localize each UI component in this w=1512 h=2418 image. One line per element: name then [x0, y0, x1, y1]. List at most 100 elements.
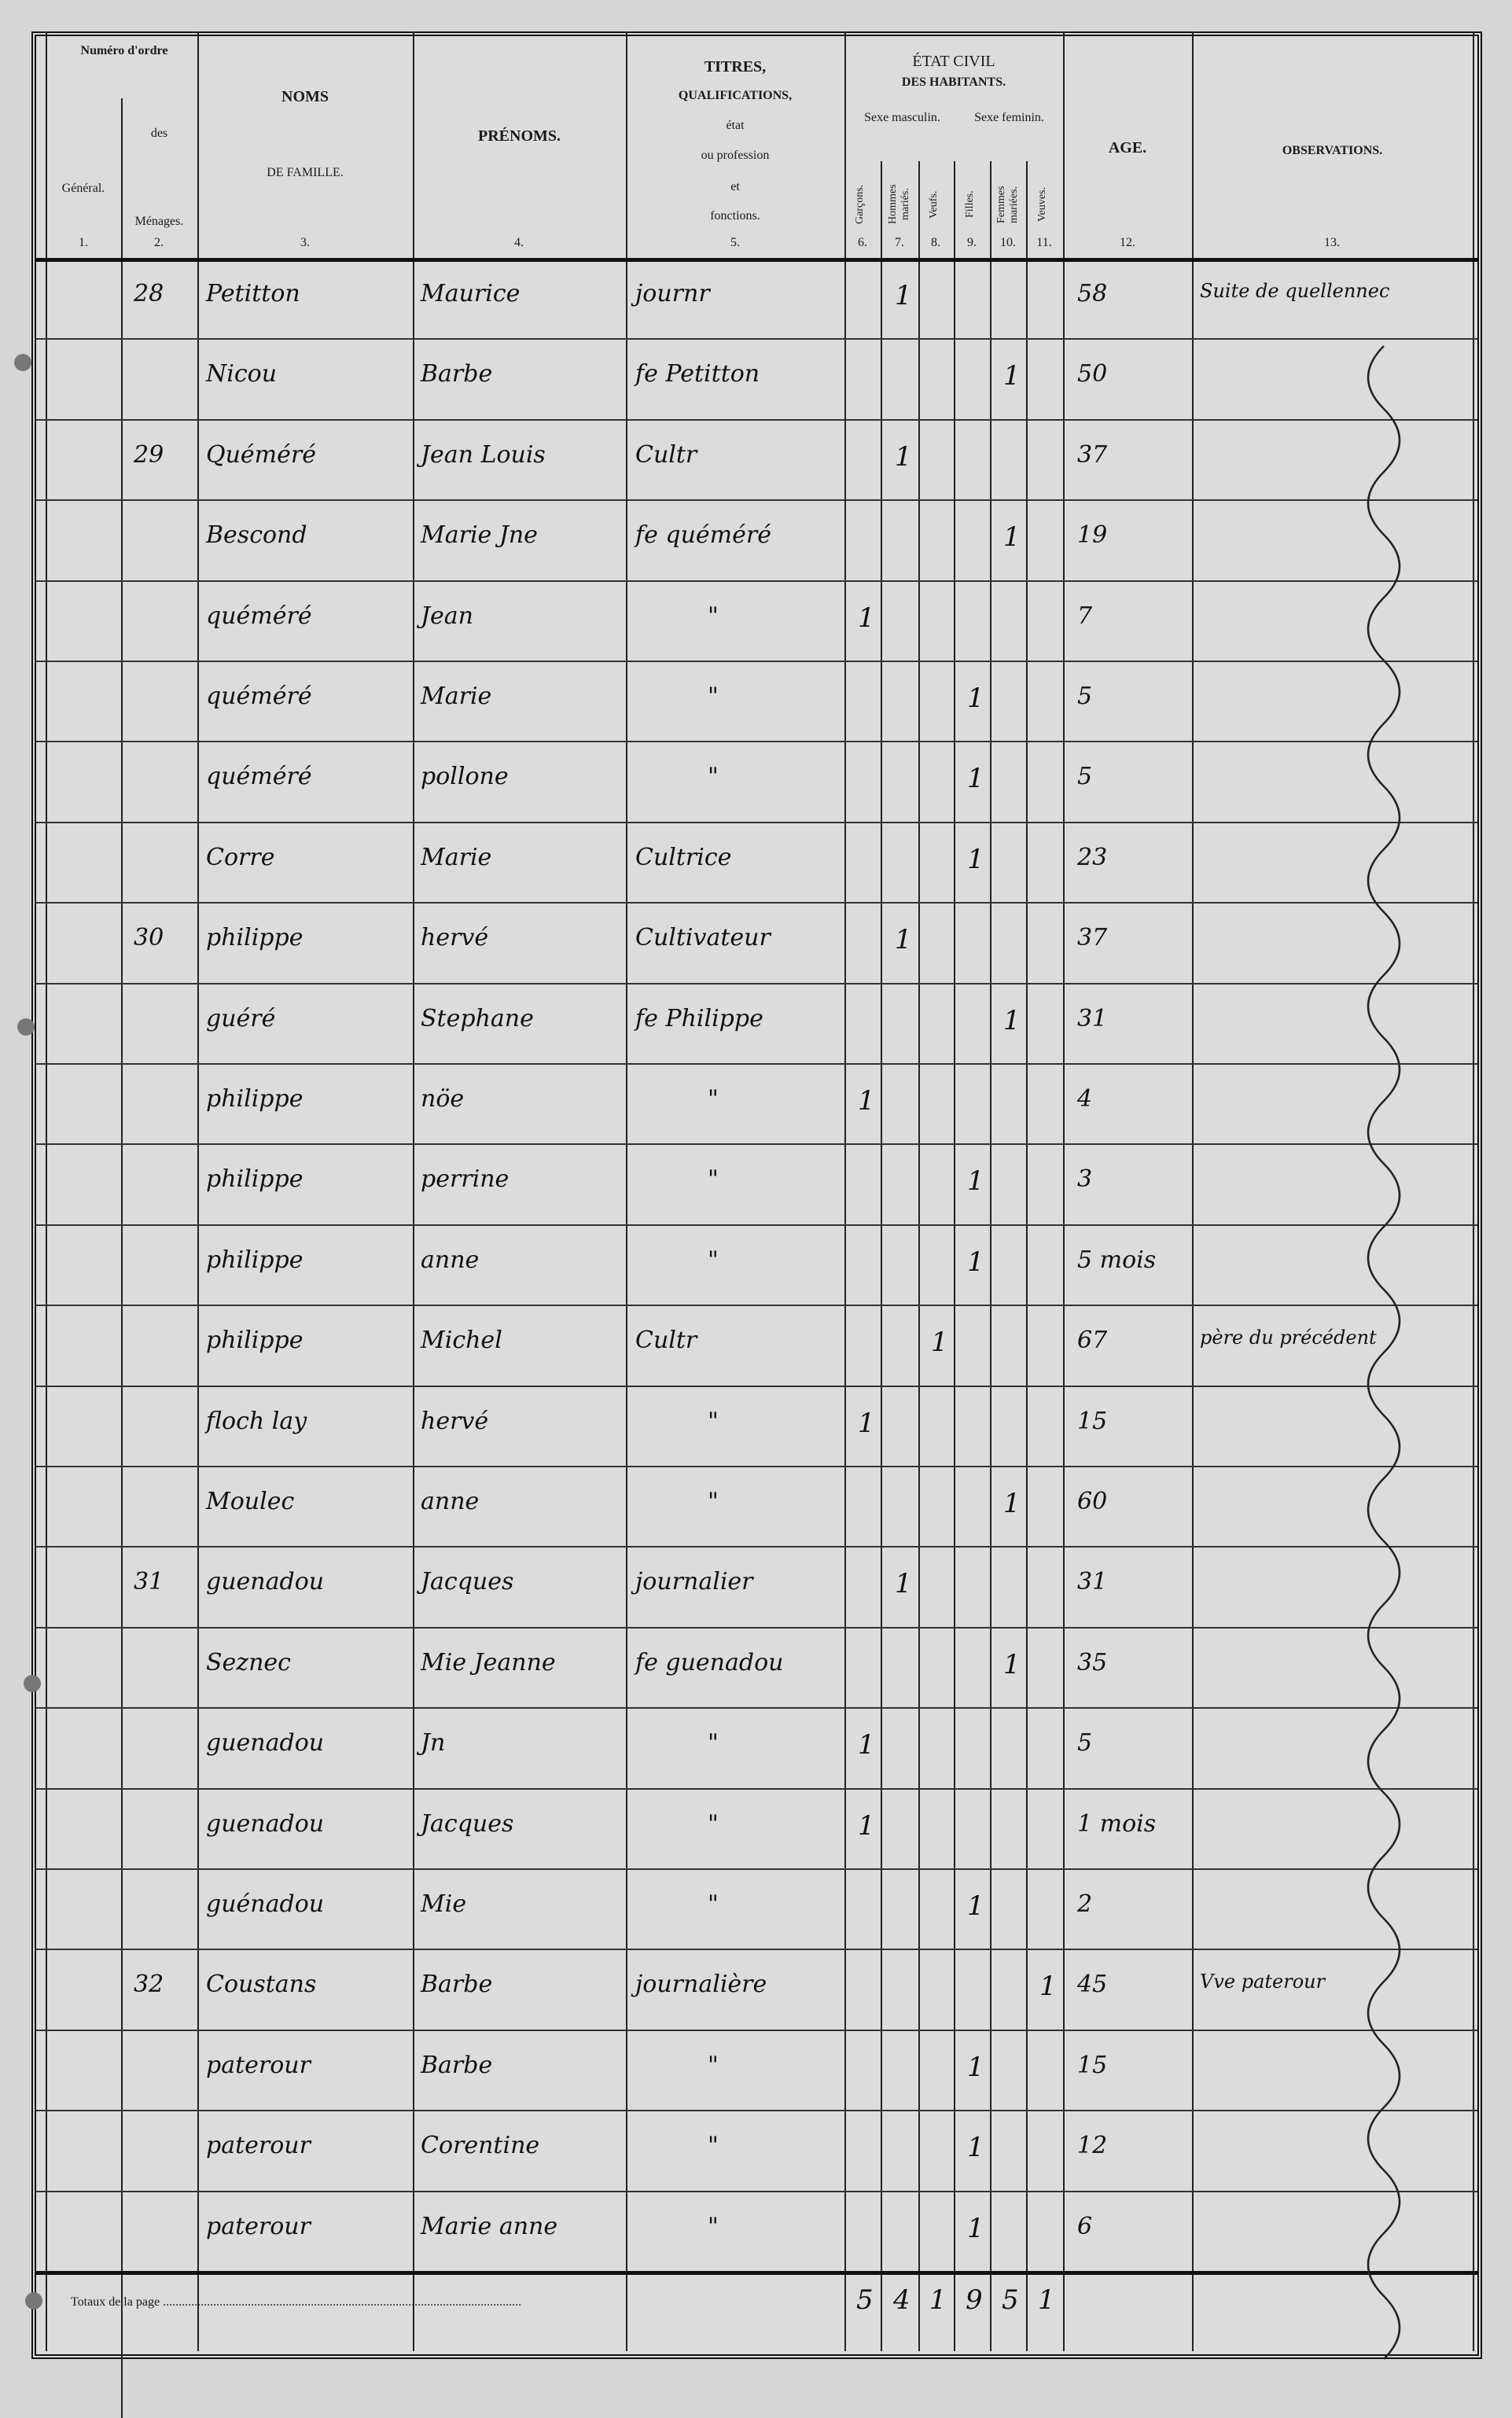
prenom: Barbe [421, 2051, 493, 2079]
age: 60 [1077, 1488, 1108, 1515]
age: 45 [1077, 1971, 1108, 1999]
totals-label: Totaux de la page ......................… [71, 2295, 522, 2309]
nom-de-famille: Petitton [206, 280, 300, 307]
age: 3 [1077, 1165, 1093, 1194]
header-veufs: Veufs. [928, 190, 940, 219]
civil-status-mark: 1 [967, 763, 984, 795]
prenom: Jn [421, 1729, 446, 1757]
row-divider [36, 1949, 1477, 1951]
nom-de-famille: floch lay [206, 1407, 307, 1435]
prenom: perrine [421, 1165, 510, 1194]
nom-de-famille: Coustans [206, 1971, 317, 1999]
titre-profession: " [708, 1488, 719, 1515]
age: 31 [1077, 1004, 1108, 1032]
header-qualifications: QUALIFICATIONS, [678, 89, 793, 102]
nom-de-famille: philippe [206, 924, 304, 952]
titre-profession: fe quéméré [635, 521, 771, 550]
row-divider [36, 661, 1477, 662]
titre-profession: journalier [635, 1568, 753, 1596]
titre-profession: Cultr [635, 1327, 697, 1355]
row-divider [36, 1707, 1477, 1710]
row-divider [36, 1868, 1477, 1870]
titre-profession: " [708, 2132, 719, 2160]
prenom: Jacques [421, 1568, 514, 1596]
row-divider [36, 821, 1477, 823]
header-ou-profession: ou profession [701, 149, 770, 162]
header-garcons: Garçons. [854, 184, 866, 225]
nom-de-famille: quéméré [206, 602, 312, 630]
nom-de-famille: paterour [206, 2212, 311, 2240]
titre-profession: fe Philippe [635, 1004, 763, 1032]
titre-profession: Cultrice [635, 843, 732, 871]
age: 5 mois [1077, 1246, 1157, 1274]
civil-status-mark: 1 [1003, 1004, 1021, 1036]
civil-status-mark: 1 [967, 843, 984, 875]
age: 23 [1077, 843, 1108, 871]
nom-de-famille: philippe [206, 1246, 304, 1274]
civil-status-mark: 1 [967, 2132, 984, 2164]
prenom: Barbe [421, 1971, 493, 1999]
row-divider [36, 2190, 1477, 2192]
titre-profession: " [708, 1809, 719, 1838]
column-divider [954, 161, 955, 2351]
observation: Vve paterour [1200, 1971, 1326, 1993]
column-divider [881, 161, 882, 2351]
row-divider [36, 1385, 1477, 1387]
total-value: 1 [929, 2284, 947, 2316]
titre-profession: journr [635, 280, 710, 307]
row-divider [36, 418, 1477, 421]
row-divider [36, 2029, 1477, 2031]
civil-status-mark: 1 [858, 1809, 875, 1842]
prenom: Jacques [421, 1809, 514, 1838]
civil-status-mark: 1 [895, 280, 912, 311]
header-noms: NOMS [281, 88, 329, 105]
age: 7 [1077, 602, 1093, 630]
titre-profession: fe guenadou [635, 1648, 784, 1676]
prenom: Stephane [421, 1004, 534, 1032]
nom-de-famille: guenadou [206, 1729, 325, 1757]
age: 67 [1077, 1327, 1108, 1355]
header-des: des [150, 127, 168, 140]
nom-de-famille: quéméré [206, 683, 312, 710]
age: 37 [1077, 924, 1108, 952]
row-divider [36, 580, 1477, 582]
row-divider [36, 1063, 1477, 1065]
nom-de-famille: quéméré [206, 763, 312, 791]
column-divider [197, 31, 199, 2351]
age: 5 [1077, 763, 1093, 791]
column-divider [918, 161, 920, 2351]
prenom: Michel [421, 1327, 502, 1355]
nom-de-famille: guenadou [206, 1568, 325, 1596]
age: 2 [1077, 1890, 1093, 1918]
age: 19 [1077, 521, 1108, 550]
column-divider [1063, 31, 1065, 2351]
total-value: 1 [1038, 2284, 1055, 2316]
column-number: 11. [1036, 236, 1052, 249]
header-fonctions: fonctions. [710, 209, 760, 223]
column-number: 10. [1000, 236, 1016, 249]
row-divider [36, 2271, 1477, 2275]
header-filles: Filles. [964, 190, 976, 219]
titre-profession: " [708, 1085, 719, 1113]
column-divider [413, 31, 414, 2351]
observation: père du précédent [1200, 1327, 1377, 1349]
header-observations: OBSERVATIONS. [1282, 144, 1383, 157]
header-numero-ordre: Numéro d'ordre [80, 44, 168, 57]
age: 15 [1077, 1407, 1108, 1435]
civil-status-mark: 1 [858, 602, 875, 634]
age: 31 [1077, 1568, 1108, 1596]
civil-status-mark: 1 [967, 1246, 984, 1278]
column-divider [121, 98, 123, 2418]
binding-hole [17, 1018, 35, 1036]
row-divider [36, 338, 1477, 340]
nom-de-famille: paterour [206, 2051, 311, 2079]
column-number: 7. [895, 236, 904, 249]
header-prenoms: PRÉNOMS. [478, 127, 561, 145]
civil-status-mark: 1 [1003, 1648, 1021, 1680]
titre-profession: " [708, 683, 719, 710]
menage-number: 32 [134, 1971, 164, 1999]
prenom: Barbe [421, 360, 493, 388]
header-des-habitants: DES HABITANTS. [901, 75, 1006, 89]
civil-status-mark: 1 [967, 1165, 984, 1198]
binding-hole [25, 2292, 42, 2309]
